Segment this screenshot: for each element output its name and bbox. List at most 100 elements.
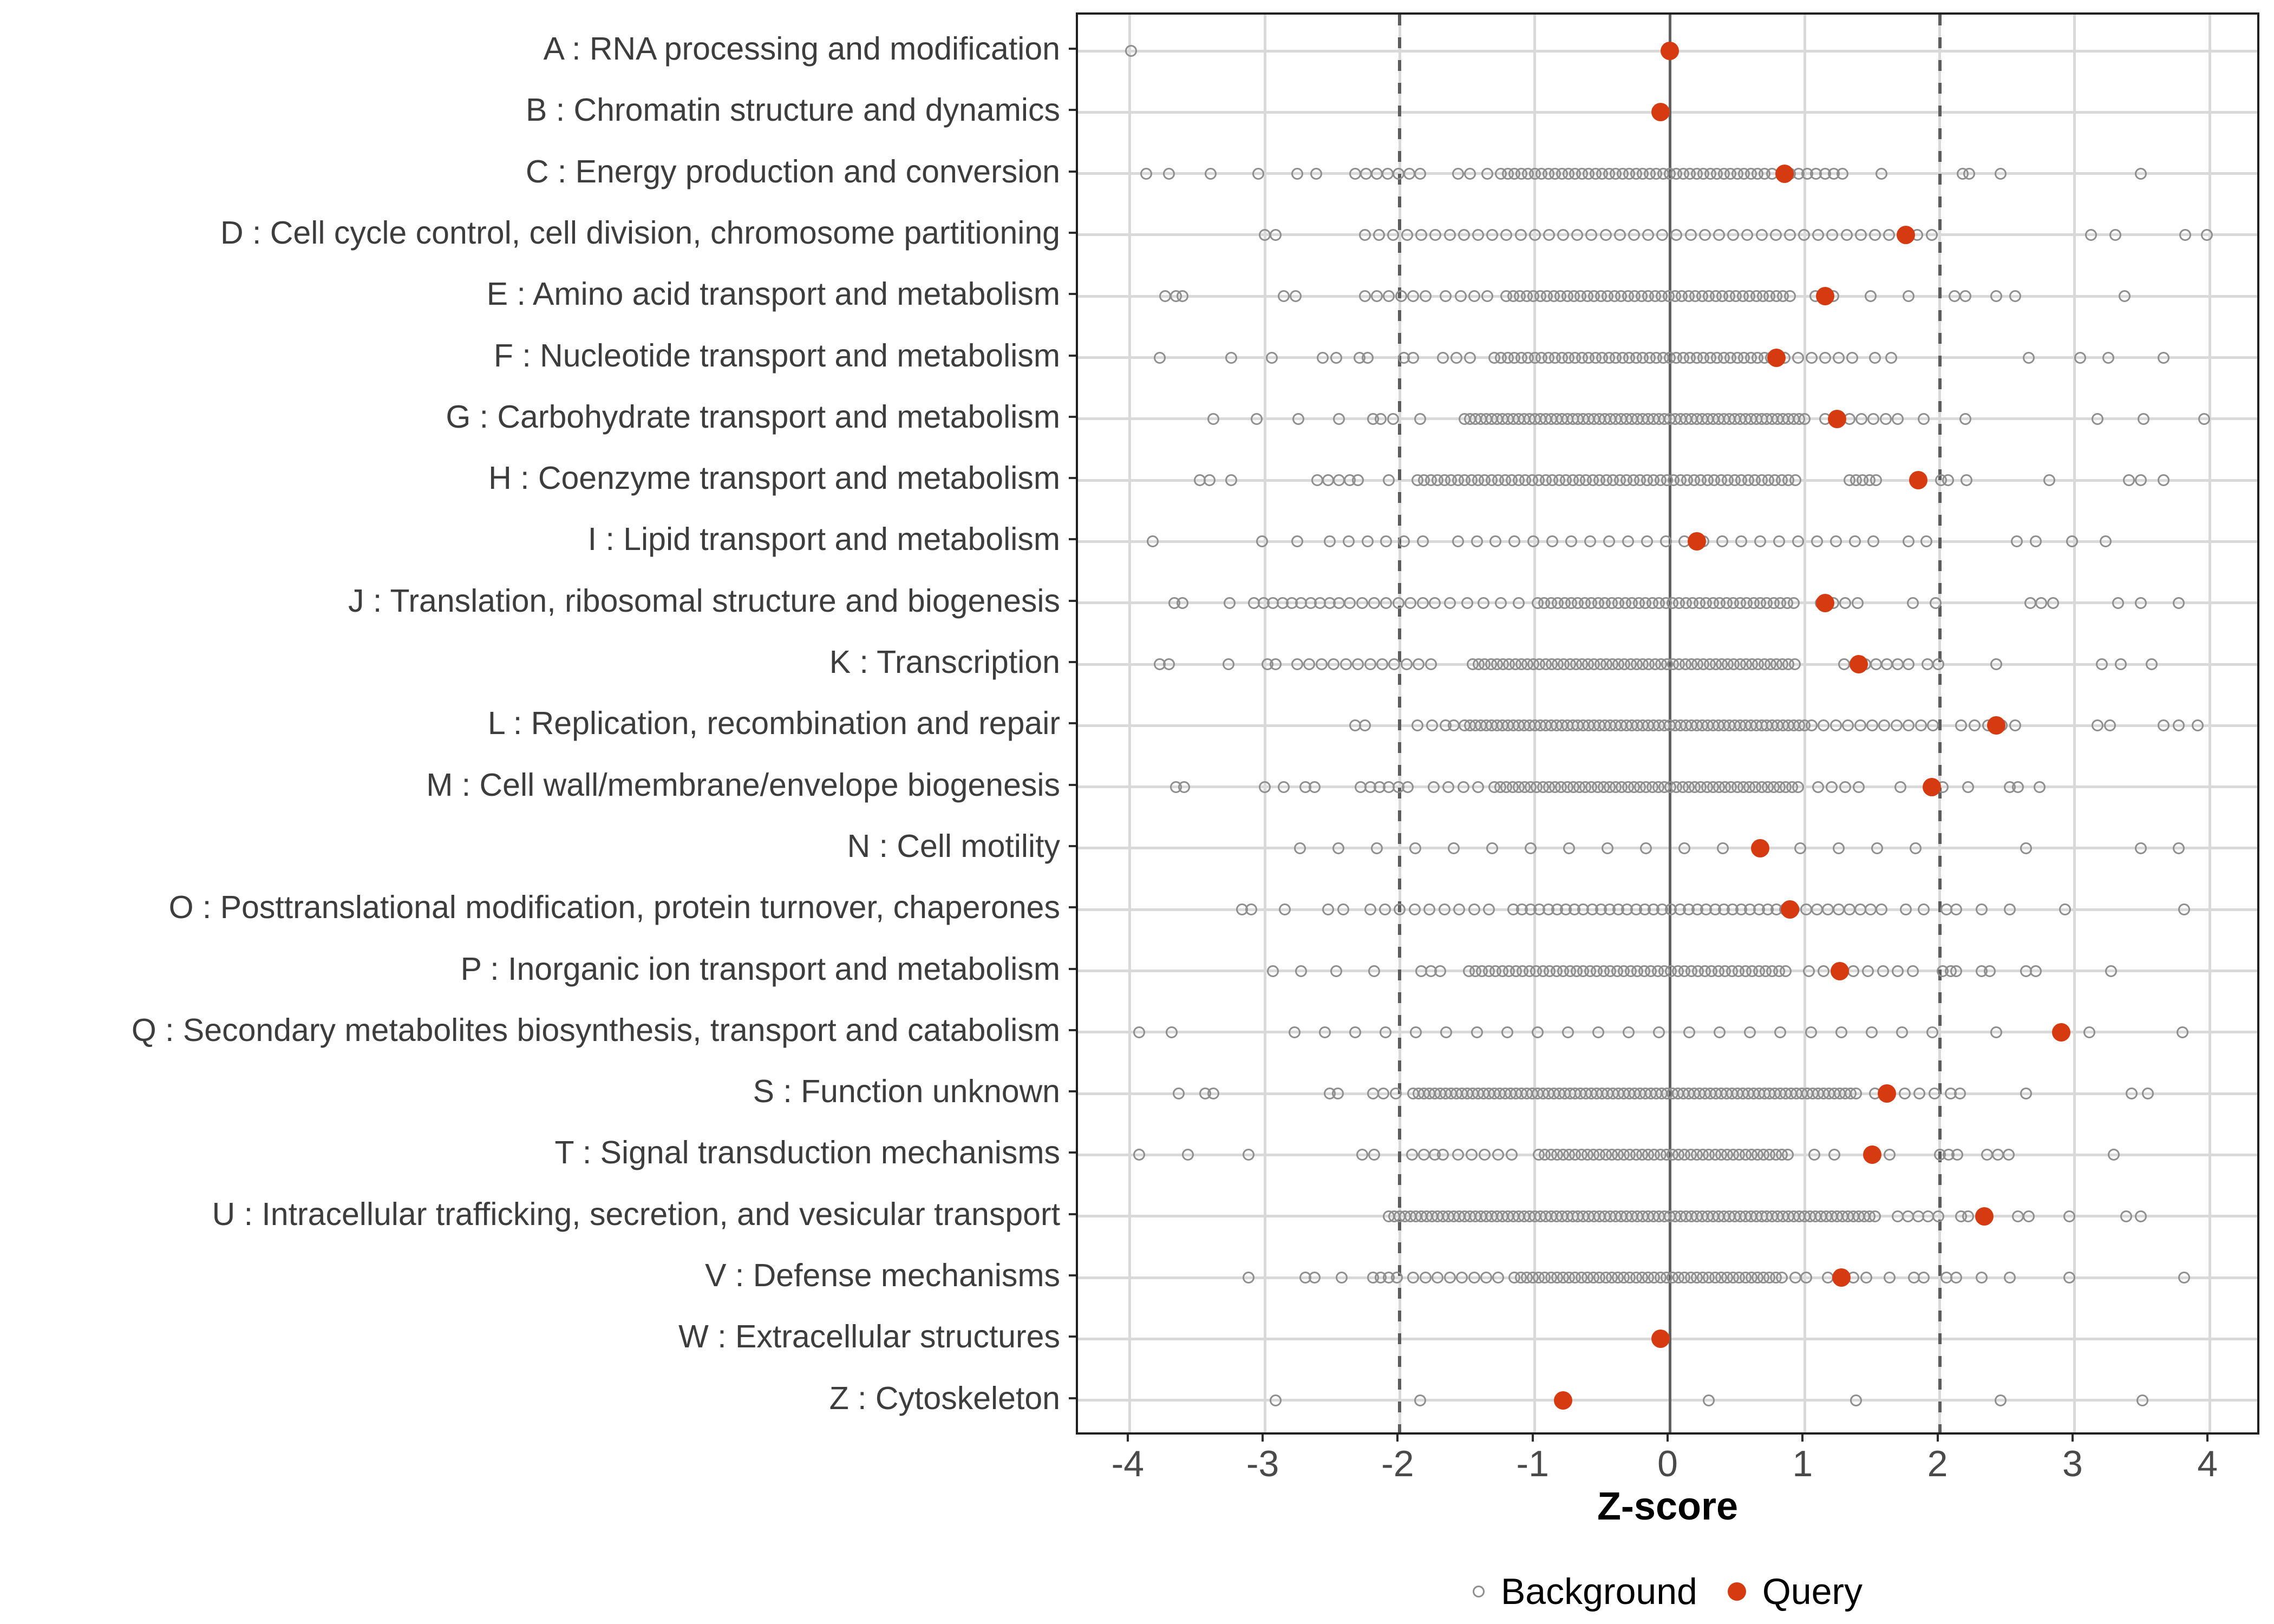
y-tick [1069, 48, 1076, 50]
background-point [1388, 658, 1401, 670]
y-tick [1069, 1335, 1076, 1338]
background-point [1317, 351, 1329, 364]
background-point [1477, 597, 1489, 609]
background-point [1799, 412, 1811, 425]
background-point [1883, 228, 1896, 241]
background-point [1818, 719, 1830, 732]
background-point [1383, 474, 1395, 487]
background-point [1531, 1026, 1544, 1038]
query-point [1815, 593, 1834, 612]
background-point [1349, 167, 1362, 180]
background-point [1641, 535, 1653, 548]
y-tick [1069, 1274, 1076, 1276]
background-point [1265, 351, 1278, 364]
background-point [1442, 781, 1455, 793]
background-point [2034, 781, 2046, 793]
background-point [1780, 965, 1792, 977]
background-point [1389, 1088, 1402, 1100]
background-point [1322, 903, 1335, 916]
background-point [1402, 781, 1414, 793]
background-point [1950, 965, 1962, 977]
background-point [1319, 1026, 1331, 1038]
category-label: V : Defense mechanisms [705, 1258, 1060, 1293]
background-point [1457, 781, 1469, 793]
background-point [1452, 535, 1464, 548]
background-point [1454, 290, 1467, 303]
background-point [1468, 903, 1480, 916]
background-point [1990, 1026, 2003, 1038]
background-point [1452, 1149, 1464, 1161]
background-point [1846, 351, 1858, 364]
background-point [2035, 597, 2047, 609]
background-point [1481, 167, 1494, 180]
row-grid-line [1078, 1031, 2257, 1034]
background-point [1414, 412, 1426, 425]
background-point [2135, 167, 2147, 180]
background-point [1839, 781, 1852, 793]
query-point [1878, 1084, 1897, 1103]
category-label: Z : Cytoskeleton [829, 1380, 1060, 1416]
background-point [1407, 1272, 1420, 1284]
background-point [1288, 1026, 1301, 1038]
background-point [1339, 658, 1352, 670]
background-point [1854, 903, 1866, 916]
background-point [2178, 903, 2190, 916]
background-point [1950, 1272, 1962, 1284]
background-point [1512, 597, 1525, 609]
background-point [2146, 658, 2158, 670]
y-tick [1069, 109, 1076, 112]
background-point [1331, 1088, 1344, 1100]
background-point [1843, 903, 1855, 916]
background-point [2004, 903, 2016, 916]
background-point [1429, 597, 1441, 609]
background-point [1525, 842, 1537, 854]
x-grid-line [2208, 15, 2211, 1432]
background-point [1832, 351, 1845, 364]
background-point [1376, 658, 1388, 670]
background-point [1842, 719, 1854, 732]
background-point [1698, 228, 1711, 241]
background-point [1140, 167, 1152, 180]
background-point [1994, 167, 2007, 180]
background-point [2100, 535, 2112, 548]
background-point [1990, 658, 2003, 670]
background-point [1839, 597, 1852, 609]
background-point [1406, 1149, 1418, 1161]
background-point [1622, 535, 1634, 548]
background-point [1527, 535, 1540, 548]
background-point [1963, 167, 1976, 180]
background-point [1906, 965, 1919, 977]
background-point [1356, 597, 1368, 609]
query-point [1832, 1268, 1851, 1287]
background-point [1159, 290, 1171, 303]
category-label: I : Lipid transport and metabolism [587, 521, 1060, 558]
background-point [1926, 1026, 1938, 1038]
background-point [1311, 474, 1324, 487]
background-point [1392, 167, 1404, 180]
background-point [1147, 535, 1159, 548]
x-tick-label: 0 [1657, 1443, 1678, 1484]
background-point [2092, 412, 2104, 425]
x-tick-label: -4 [1111, 1443, 1145, 1484]
category-label: G : Carbohydrate transport and metabolis… [446, 398, 1060, 435]
background-point [1528, 228, 1541, 241]
background-point [1878, 719, 1891, 732]
category-label: B : Chromatin structure and dynamics [525, 92, 1060, 128]
category-label: K : Transcription [829, 644, 1060, 680]
background-point [2023, 351, 2035, 364]
background-point [1270, 1394, 1282, 1406]
background-point [1243, 1272, 1255, 1284]
background-point [2084, 228, 2097, 241]
background-point [1782, 1149, 1794, 1161]
background-point [1177, 290, 1189, 303]
background-point [1177, 597, 1189, 609]
background-point [1828, 1149, 1841, 1161]
background-point [1898, 1088, 1911, 1100]
query-point [1651, 1330, 1670, 1348]
category-label: F : Nucleotide transport and metabolism [493, 337, 1060, 374]
background-point [1163, 658, 1175, 670]
query-point [1897, 225, 1916, 244]
background-point [1962, 781, 1974, 793]
legend-item-query: Query [1727, 1570, 1863, 1613]
